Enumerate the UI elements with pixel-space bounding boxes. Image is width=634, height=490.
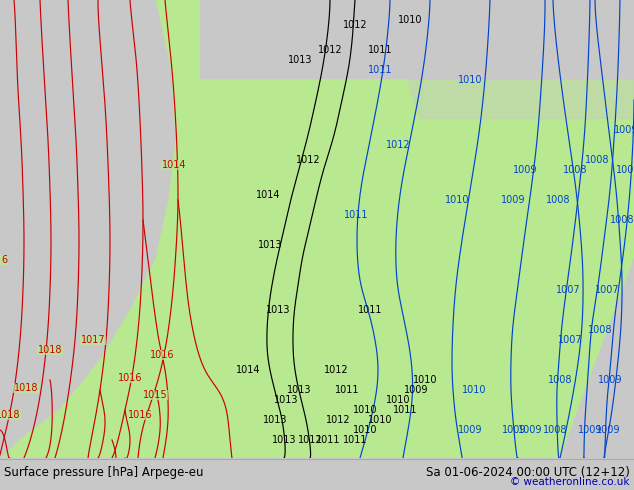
Text: 1011: 1011 bbox=[316, 435, 340, 445]
Text: Surface pressure [hPa] Arpege-eu: Surface pressure [hPa] Arpege-eu bbox=[4, 466, 204, 479]
Text: 1013: 1013 bbox=[272, 435, 296, 445]
Text: 1014: 1014 bbox=[236, 365, 260, 375]
Text: 1009: 1009 bbox=[598, 375, 622, 385]
Text: 1016: 1016 bbox=[127, 410, 152, 420]
Text: 1011: 1011 bbox=[392, 405, 417, 415]
Text: 1009: 1009 bbox=[501, 425, 526, 435]
Text: 1009: 1009 bbox=[501, 195, 525, 205]
Text: 1010: 1010 bbox=[353, 405, 377, 415]
Text: 1007: 1007 bbox=[555, 285, 580, 295]
Text: 1010: 1010 bbox=[462, 385, 486, 395]
Text: 1008: 1008 bbox=[546, 195, 570, 205]
Polygon shape bbox=[200, 0, 634, 78]
Text: 1012: 1012 bbox=[324, 365, 348, 375]
Text: 1007: 1007 bbox=[558, 335, 582, 345]
Polygon shape bbox=[560, 258, 634, 458]
Text: 1008: 1008 bbox=[563, 165, 587, 175]
Text: 1011: 1011 bbox=[358, 305, 382, 315]
Text: 1018: 1018 bbox=[14, 383, 38, 393]
Text: 1018: 1018 bbox=[0, 410, 20, 420]
Text: 1017: 1017 bbox=[81, 335, 105, 345]
Text: 1016: 1016 bbox=[118, 373, 142, 383]
Text: 1012: 1012 bbox=[343, 20, 367, 30]
Text: 1014: 1014 bbox=[162, 160, 186, 170]
Polygon shape bbox=[0, 0, 634, 458]
Text: 1013: 1013 bbox=[274, 395, 298, 405]
Polygon shape bbox=[380, 0, 634, 118]
Text: 1012: 1012 bbox=[298, 435, 322, 445]
Text: © weatheronline.co.uk: © weatheronline.co.uk bbox=[510, 477, 630, 487]
Text: 1010: 1010 bbox=[385, 395, 410, 405]
Text: 1012: 1012 bbox=[295, 155, 320, 165]
Text: 1010: 1010 bbox=[368, 415, 392, 425]
Text: 1013: 1013 bbox=[287, 385, 311, 395]
Text: 1008: 1008 bbox=[548, 375, 573, 385]
Text: 1011: 1011 bbox=[368, 65, 392, 75]
Text: 1016: 1016 bbox=[150, 350, 174, 360]
Text: 1018: 1018 bbox=[38, 345, 62, 355]
Text: 1010: 1010 bbox=[413, 375, 437, 385]
Text: 1010: 1010 bbox=[458, 75, 482, 85]
Text: 1009: 1009 bbox=[614, 125, 634, 135]
Text: 1009: 1009 bbox=[404, 385, 428, 395]
Text: 1010: 1010 bbox=[398, 15, 422, 25]
Text: 1011: 1011 bbox=[368, 45, 392, 55]
Text: 1011: 1011 bbox=[343, 435, 367, 445]
Text: 1009: 1009 bbox=[518, 425, 542, 435]
Text: 1009: 1009 bbox=[596, 425, 620, 435]
Text: 1013: 1013 bbox=[288, 55, 313, 65]
Text: 1009: 1009 bbox=[458, 425, 482, 435]
Text: 1007: 1007 bbox=[595, 285, 619, 295]
Text: 1013: 1013 bbox=[262, 415, 287, 425]
Text: 1008: 1008 bbox=[585, 155, 609, 165]
Text: 1014: 1014 bbox=[256, 190, 280, 200]
Text: 1008: 1008 bbox=[588, 325, 612, 335]
Text: 1013: 1013 bbox=[266, 305, 290, 315]
Text: 1010: 1010 bbox=[353, 425, 377, 435]
Text: 6: 6 bbox=[1, 255, 7, 265]
Text: 1013: 1013 bbox=[258, 240, 282, 250]
Text: 1011: 1011 bbox=[344, 210, 368, 220]
Text: 1009: 1009 bbox=[578, 425, 602, 435]
Text: 1008: 1008 bbox=[610, 215, 634, 225]
Text: Sa 01-06-2024 00:00 UTC (12+12): Sa 01-06-2024 00:00 UTC (12+12) bbox=[426, 466, 630, 479]
Text: 1012: 1012 bbox=[326, 415, 351, 425]
Text: 1015: 1015 bbox=[143, 390, 167, 400]
Text: 1008: 1008 bbox=[616, 165, 634, 175]
Text: 1011: 1011 bbox=[335, 385, 359, 395]
Text: 1008: 1008 bbox=[543, 425, 567, 435]
Text: 1012: 1012 bbox=[385, 140, 410, 150]
Polygon shape bbox=[0, 0, 175, 458]
Text: 1012: 1012 bbox=[318, 45, 342, 55]
Text: 1009: 1009 bbox=[513, 165, 537, 175]
Text: 1010: 1010 bbox=[444, 195, 469, 205]
